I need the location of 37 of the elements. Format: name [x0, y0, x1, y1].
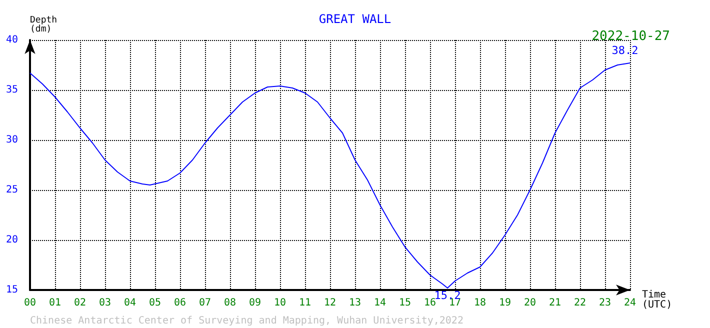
y-tick-label: 30 [6, 134, 18, 146]
x-tick-label: 23 [598, 298, 612, 308]
x-tick-label: 06 [174, 298, 186, 308]
x-tick-label: 02 [74, 298, 86, 308]
x-tick-label: 14 [374, 298, 386, 308]
text: Chinese Antarctic Center of Surveying and Mapping, Wuhan University,2022 [30, 316, 464, 326]
annotation: 2022-10-27 [592, 29, 670, 44]
y-tick-label: 15 [6, 284, 18, 296]
x-tick-label: 18 [474, 298, 486, 308]
x-tick-label: 12 [324, 298, 336, 308]
x-tick-label: 16 [424, 298, 436, 308]
y-tick-label: 25 [6, 184, 18, 196]
x-tick-label: 11 [298, 298, 312, 308]
x-tick-label: 07 [198, 298, 212, 308]
x-axis-title: Time (UTC) [642, 290, 672, 310]
x-tick-label: 13 [348, 298, 362, 308]
y-axis-title: Depth (dm) [30, 16, 58, 34]
x-tick-label: 08 [224, 298, 236, 308]
y-tick-label: 40 [6, 34, 18, 46]
x-tick-label: 01 [48, 298, 62, 308]
x-tick-label: 04 [124, 298, 136, 308]
line-series [30, 62, 630, 288]
x-tick-label: 19 [498, 298, 512, 308]
annotation: 38.2 [612, 44, 638, 57]
x-tick-label: 22 [574, 298, 586, 308]
y-tick-label: 20 [6, 234, 18, 246]
x-tick-label: 20 [524, 298, 536, 308]
chart-title: GREAT WALL [318, 12, 392, 26]
x-tick-label: 09 [248, 298, 262, 308]
x-tick-label: 21 [548, 298, 562, 308]
y-tick-label: 35 [6, 84, 18, 96]
x-tick-label: 03 [98, 298, 112, 308]
x-tick-label: 00 [24, 298, 36, 308]
x-tick-label: 24 [624, 298, 636, 308]
x-tick-label: 10 [274, 298, 286, 308]
x-tick-label: 15 [398, 298, 412, 308]
x-tick-label: 05 [148, 298, 162, 308]
